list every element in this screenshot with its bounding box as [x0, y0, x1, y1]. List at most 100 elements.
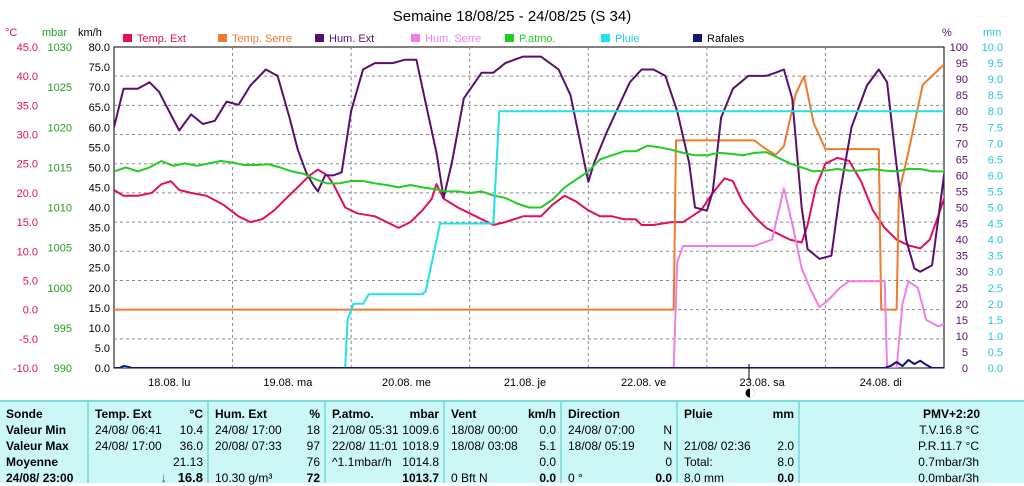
pressure-tick-label: 1005	[48, 243, 72, 255]
header-pmv: PMV+2:20	[922, 407, 980, 421]
temp-tick-label: 0.0	[23, 305, 38, 317]
temp-max-time: 24/08/ 17:00	[95, 439, 162, 453]
humidity-tick-label: 55	[956, 186, 968, 198]
wind-tick-label: 10.0	[89, 323, 110, 335]
x-tick-label: 22.08. ve	[621, 377, 666, 389]
pmv-trend-1: 0.7mbar/3h	[918, 455, 979, 469]
wind-tick-label: 80.0	[89, 42, 110, 54]
humidity-tick-label: 95	[956, 58, 968, 70]
temp-tick-label: -10.0	[13, 363, 38, 375]
rain-max-time: 21/08/ 02:36	[684, 439, 751, 453]
legend-swatch	[123, 34, 132, 42]
humidity-tick-label: 0	[962, 363, 968, 375]
col-humidity: Hum. Ext% 24/08/ 17:00 18 20/08/ 07:33 97 …	[207, 402, 324, 485]
row-label-mean: Moyenne	[6, 455, 59, 469]
rain-total-label: Total:	[684, 455, 713, 469]
humidity-tick-label: 50	[956, 203, 968, 215]
humidity-tick-label: 5	[962, 347, 968, 359]
wind-tick-label: 50.0	[89, 162, 110, 174]
down-arrow-icon: ↓	[160, 470, 168, 485]
temp-tick-label: 15.0	[17, 217, 38, 229]
header-pressure-unit: mbar	[409, 407, 439, 421]
p-min-time: 21/08/ 05:31	[332, 423, 399, 437]
wind-tick-label: 65.0	[89, 102, 110, 114]
x-tick-label: 24.08. di	[860, 377, 902, 389]
rain-tick-label: 4.0	[988, 235, 1003, 247]
temp-min-value: 10.4	[179, 423, 203, 437]
summary-table: Sonde Valeur Min Valeur Max Moyenne 24/0…	[0, 400, 1024, 485]
rain-tick-label: 10.0	[982, 42, 1003, 54]
col-wind: Vent km/h 18/08/ 00:00 0.0 18/08/ 03:08 5.1…	[443, 402, 560, 485]
wind-tick-label: 60.0	[89, 122, 110, 134]
rain-current-value: 0.0	[777, 471, 794, 485]
wind-tick-label: 70.0	[89, 82, 110, 94]
humidity-tick-label: 75	[956, 122, 968, 134]
weather-chart: Semaine 18/08/25 - 24/08/25 (S 34) 45.0 40…	[5, 8, 1003, 398]
p-mean-value: 1014.8	[402, 455, 439, 469]
x-tick-label: 20.08. me	[382, 377, 431, 389]
pressure-tick-label: 1020	[48, 122, 72, 134]
series-line	[114, 63, 944, 311]
hum-max-value: 97	[306, 439, 320, 453]
rain-tick-label: 2.5	[988, 283, 1003, 295]
header-humidity-unit: %	[309, 407, 320, 421]
row-label-max: Valeur Max	[6, 439, 69, 453]
hum-current-value: 72	[306, 471, 320, 485]
series-line	[114, 359, 944, 368]
dir-mean-value: 0	[665, 455, 672, 469]
row-label-current: 24/08/ 23:00	[6, 471, 74, 485]
dir-min-value: N	[663, 423, 672, 437]
rain-tick-label: 1.5	[988, 315, 1003, 327]
temp-tick-label: 45.0	[17, 42, 38, 54]
temp-tick-label: 5.0	[23, 275, 38, 287]
hum-mean-value: 76	[306, 455, 320, 469]
legend-label: Temp. Ext	[137, 33, 186, 45]
header-direction: Direction	[568, 407, 621, 421]
wind-tick-label: 75.0	[89, 62, 110, 74]
x-tick-label: 19.08. ma	[263, 377, 313, 389]
temp-tick-label: 35.0	[17, 100, 38, 112]
temp-mean-value: 21.13	[172, 455, 203, 469]
series-line	[114, 55, 944, 273]
col-sonde: Sonde Valeur Min Valeur Max Moyenne 24/0…	[0, 402, 85, 485]
dir-max-value: N	[663, 439, 672, 453]
humidity-tick-label: 25	[956, 283, 968, 295]
legend-label: Hum. Serre	[425, 33, 481, 45]
x-tick-label: 21.08. je	[504, 377, 546, 389]
wind-current-value: 0.0	[539, 471, 556, 485]
p-trend: ^1.1mbar/h	[332, 455, 392, 469]
dir-max-time: 18/08/ 05:19	[568, 439, 635, 453]
series-line	[114, 156, 944, 250]
rain-tick-label: 9.5	[988, 58, 1003, 70]
rain-current-total: 8.0 mm	[684, 471, 725, 485]
wind-axis-unit: km/h	[78, 27, 102, 39]
rain-max-value: 2.0	[777, 439, 794, 453]
humidity-tick-label: 10	[956, 331, 968, 343]
p-max-time: 22/08/ 11:01	[332, 439, 398, 453]
rain-tick-label: 6.5	[988, 154, 1003, 166]
rain-axis-unit: mm	[983, 27, 1001, 39]
pressure-tick-label: 1030	[48, 42, 72, 54]
row-label-min: Valeur Min	[6, 423, 67, 437]
rain-tick-label: 3.0	[988, 267, 1003, 279]
humidity-tick-label: 60	[956, 170, 968, 182]
wind-tick-label: 25.0	[89, 263, 110, 275]
wind-min-time: 18/08/ 00:00	[451, 423, 518, 437]
rain-tick-label: 4.5	[988, 219, 1003, 231]
header-sonde: Sonde	[6, 407, 43, 421]
temp-tick-label: 30.0	[17, 130, 38, 142]
legend-swatch	[411, 34, 420, 42]
hum-max-time: 20/08/ 07:33	[215, 439, 282, 453]
humidity-tick-label: 85	[956, 90, 968, 102]
pmv-pr: P.R.11.7 °C	[917, 439, 979, 453]
col-pressure: P.atmo. mbar 21/08/ 05:31 1009.6 22/08/ 11…	[324, 402, 443, 485]
legend-swatch	[315, 34, 324, 42]
humidity-tick-label: 35	[956, 251, 968, 263]
series-line	[114, 110, 944, 368]
chart-title: Semaine 18/08/25 - 24/08/25 (S 34)	[393, 8, 632, 25]
humidity-tick-label: 45	[956, 219, 968, 231]
dir-degrees: 0 °	[568, 471, 583, 485]
temp-axis-unit: °C	[5, 27, 17, 39]
series-line	[114, 187, 944, 368]
legend-label: Temp. Serre	[232, 33, 292, 45]
